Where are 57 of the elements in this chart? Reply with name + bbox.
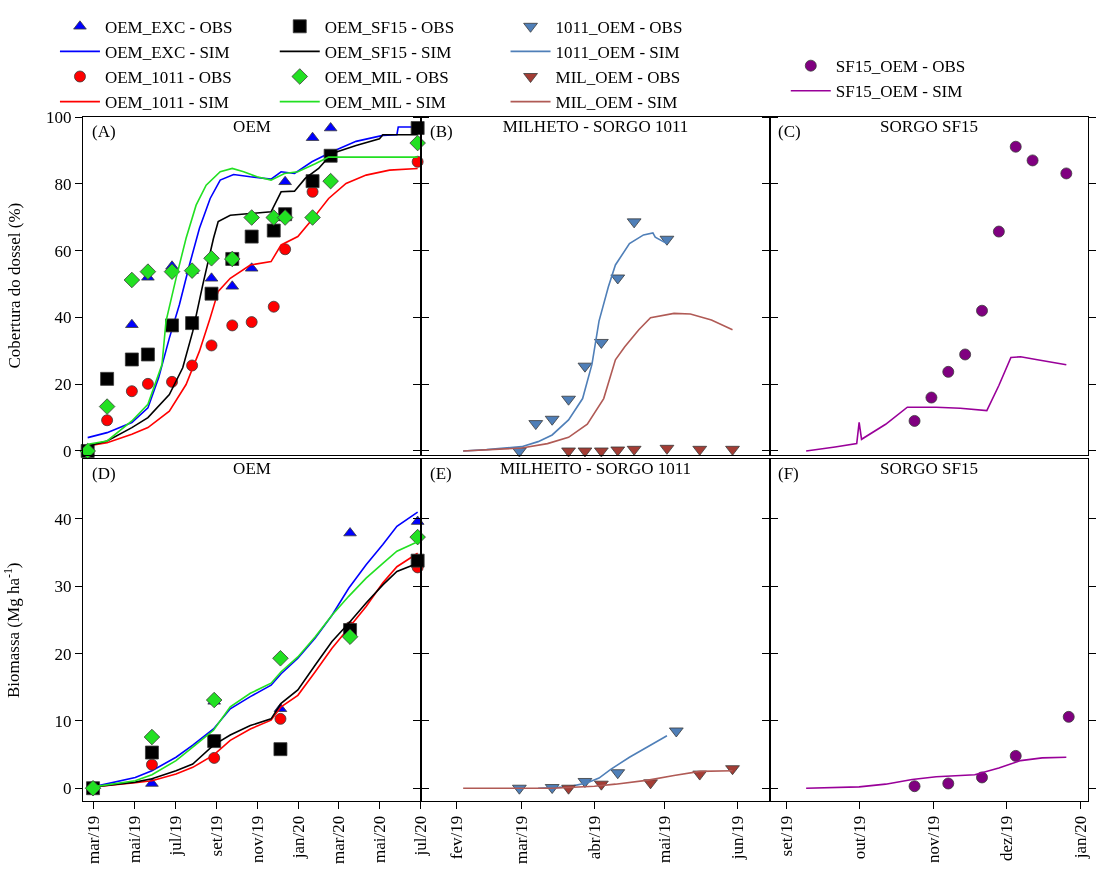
legend-label: OEM_1011 - SIM bbox=[104, 93, 229, 113]
annotation: (F) bbox=[778, 464, 799, 483]
y-tick-label: 40 bbox=[54, 509, 72, 529]
chart-title: SORGO SF15 bbox=[880, 117, 978, 137]
y-tick-label: 0 bbox=[63, 441, 72, 461]
legend-label: SF15_OEM - OBS bbox=[835, 57, 966, 77]
x-tick-label: mai/20 bbox=[370, 815, 390, 864]
x-tick-label: nov/19 bbox=[248, 815, 268, 864]
y-tick-label: 60 bbox=[54, 241, 72, 261]
x-tick-label: jul/20 bbox=[410, 815, 430, 857]
chart-title: MILHEITO - SORGO 1011 bbox=[499, 459, 692, 479]
annotation: (A) bbox=[92, 122, 116, 141]
x-tick-label: mar/20 bbox=[329, 815, 349, 864]
x-tick-label: dez/19 bbox=[996, 815, 1016, 862]
y-axis-title: Cobertura do dossel (%) bbox=[4, 202, 24, 369]
legend-label: SF15_OEM - SIM bbox=[835, 82, 963, 102]
y-tick-label: 20 bbox=[54, 375, 72, 395]
x-tick-label: set/19 bbox=[207, 815, 227, 857]
legend-label: MIL_OEM - SIM bbox=[555, 93, 678, 113]
y-tick-label: 20 bbox=[54, 644, 72, 664]
x-tick-label: abr/19 bbox=[584, 815, 604, 860]
x-tick-label: out/19 bbox=[849, 815, 869, 860]
annotation: (D) bbox=[92, 464, 116, 483]
chart-title: MILHETO - SORGO 1011 bbox=[502, 117, 689, 137]
chart-title: OEM bbox=[233, 117, 271, 137]
annotation: (B) bbox=[430, 122, 453, 141]
annotation: (E) bbox=[430, 464, 452, 483]
y-tick-label: 80 bbox=[54, 174, 72, 194]
x-tick-label: mai/19 bbox=[125, 815, 145, 864]
y-tick-label: 40 bbox=[54, 308, 72, 328]
x-tick-label: jan/20 bbox=[1071, 815, 1091, 860]
x-tick-label: jul/19 bbox=[165, 815, 185, 857]
legend-label: MIL_OEM - OBS bbox=[555, 68, 681, 88]
annotation: (C) bbox=[778, 122, 801, 141]
x-tick-label: set/19 bbox=[777, 815, 797, 857]
legend-label: OEM_MIL - SIM bbox=[324, 93, 446, 113]
x-tick-label: jan/20 bbox=[289, 815, 309, 860]
x-tick-label: mar/19 bbox=[512, 815, 532, 864]
legend-label: OEM_MIL - OBS bbox=[324, 68, 449, 88]
y-tick-label: 0 bbox=[63, 779, 72, 799]
legend-label: OEM_EXC - SIM bbox=[104, 43, 230, 63]
x-tick-label: nov/19 bbox=[924, 815, 944, 864]
y-tick-label: 100 bbox=[46, 107, 72, 127]
chart-title: OEM bbox=[233, 459, 271, 479]
y-tick-label: 10 bbox=[54, 711, 72, 731]
chart-title: SORGO SF15 bbox=[880, 459, 978, 479]
y-tick-label: 30 bbox=[54, 577, 72, 597]
legend-label: OEM_SF15 - OBS bbox=[324, 17, 455, 37]
legend-label: OEM_1011 - OBS bbox=[104, 68, 232, 88]
legend-label: 1011_OEM - OBS bbox=[555, 17, 683, 37]
legend-label: OEM_EXC - OBS bbox=[104, 17, 233, 37]
x-tick-label: fev/19 bbox=[446, 815, 466, 860]
x-tick-label: jun/19 bbox=[727, 815, 747, 861]
x-tick-label: mar/19 bbox=[84, 815, 104, 864]
legend-label: 1011_OEM - SIM bbox=[555, 43, 680, 63]
legend-label: OEM_SF15 - SIM bbox=[324, 43, 452, 63]
x-tick-label: mai/19 bbox=[655, 815, 675, 864]
